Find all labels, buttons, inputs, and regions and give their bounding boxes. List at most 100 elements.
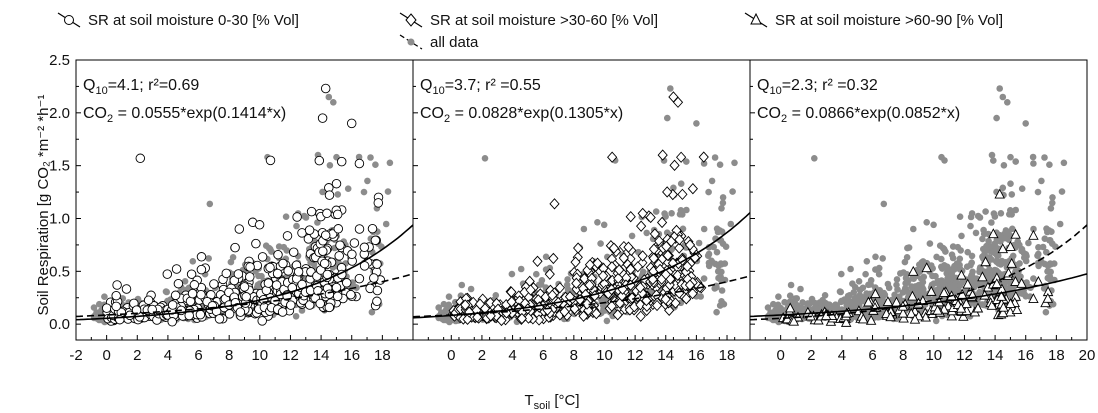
all-data-point: [1009, 225, 1016, 233]
x-tick-label: 10: [596, 347, 613, 364]
all-data-point: [1058, 188, 1066, 195]
subset-point: [674, 234, 685, 246]
all-data-point: [963, 263, 971, 271]
all-data-point: [879, 255, 886, 262]
subset-point: [972, 302, 984, 313]
all-data-point: [897, 270, 904, 277]
subset-point: [648, 252, 659, 264]
subset-point: [664, 279, 675, 291]
subset-point: [907, 290, 918, 301]
subset-point: [991, 278, 1003, 288]
subset-point: [372, 285, 383, 296]
x-tick-label: 6: [194, 347, 202, 364]
subset-point: [283, 266, 293, 276]
panel-soil-moisture-60-90: 0 2 4 6 8 10 12 14 16 18 20 Q10=2.3; r² =0.32 CO2 …: [749, 59, 1095, 364]
subset-point: [347, 249, 357, 260]
all-data-point: [808, 295, 816, 303]
all-data-point: [1038, 177, 1045, 185]
subset-point: [272, 268, 283, 279]
all-data-point: [1035, 244, 1042, 251]
subset-point: [257, 316, 267, 326]
all-data-point: [382, 220, 390, 228]
all-data-point: [948, 285, 956, 293]
subset-point: [1028, 293, 1039, 304]
subset-point: [516, 312, 527, 325]
subset-point: [606, 300, 617, 312]
all-data-point: [1025, 239, 1032, 247]
subset-point: [286, 300, 296, 310]
all-data-point: [508, 270, 516, 278]
fit-equation: CO2 = 0.0866*exp(0.0852*x): [757, 105, 960, 125]
all-data-point: [163, 288, 170, 296]
subset-point: [623, 241, 634, 253]
all-data-point: [997, 210, 1005, 217]
all-data-point: [1041, 154, 1048, 161]
subset-point: [635, 310, 646, 322]
all-data-point: [982, 208, 989, 215]
all-data-point: [999, 259, 1006, 267]
subset-point: [317, 113, 328, 123]
x-tick-label: 12: [956, 347, 973, 364]
subset-point: [898, 312, 909, 323]
subset-point: [573, 242, 584, 254]
all-data-point: [683, 158, 690, 165]
subset-point: [885, 311, 896, 322]
all-data-point: [330, 99, 337, 106]
all-data-point: [1044, 274, 1052, 282]
subset-point: [870, 288, 881, 299]
subset-point: [660, 293, 671, 305]
subset-point: [332, 209, 343, 220]
subset-point: [647, 273, 658, 286]
all-data-point: [999, 184, 1007, 192]
subset-point: [672, 269, 683, 281]
all-data-point: [939, 244, 947, 252]
subset-point: [195, 309, 206, 320]
all-data-point: [368, 308, 376, 316]
subset-point: [367, 223, 378, 234]
all-data-point: [781, 298, 788, 306]
all-data-point: [884, 280, 892, 288]
x-tick-label: 2: [478, 347, 486, 364]
subset-point: [288, 247, 299, 257]
subset-point: [230, 242, 240, 253]
all-data-point: [899, 289, 907, 296]
all-data-point: [1018, 185, 1026, 192]
x-tick-label: 8: [899, 347, 907, 364]
subset-point: [579, 273, 590, 285]
subset-point: [354, 158, 365, 169]
all-data-point: [719, 194, 727, 201]
x-tick-label: 6: [868, 347, 876, 364]
subset-point: [1042, 292, 1054, 303]
subset-point: [336, 156, 347, 167]
all-data-point: [902, 274, 910, 282]
subset-point: [335, 240, 345, 250]
all-data-point: [990, 157, 997, 164]
legend-label-triangle: SR at soil moisture >60-90 [% Vol]: [775, 12, 1003, 29]
subset-point: [996, 290, 1007, 301]
all-data-point: [855, 278, 863, 285]
subset-point: [544, 268, 555, 280]
all-data-point: [719, 199, 727, 207]
subset-point: [354, 224, 365, 234]
all-data-point: [564, 286, 572, 293]
subset-point: [460, 299, 471, 311]
subset-point: [315, 298, 325, 309]
all-data-point: [643, 229, 650, 237]
all-data-point: [1012, 158, 1019, 165]
all-data-point: [205, 255, 212, 262]
all-data-point: [683, 206, 690, 214]
subset-point: [112, 280, 122, 290]
all-data-point: [1035, 262, 1042, 270]
all-data-point: [1016, 241, 1023, 249]
all-data-point: [667, 85, 674, 92]
subset-point: [354, 273, 365, 284]
all-data-point: [902, 280, 909, 287]
subset-point: [265, 155, 276, 166]
all-data-point: [705, 262, 713, 270]
x-tick-label: 12: [282, 347, 299, 364]
all-data-point: [856, 286, 864, 294]
x-tick-label: 16: [688, 347, 705, 364]
all-data-point: [1007, 180, 1014, 187]
subset-point: [636, 220, 647, 232]
x-tick-label: 4: [508, 347, 516, 364]
